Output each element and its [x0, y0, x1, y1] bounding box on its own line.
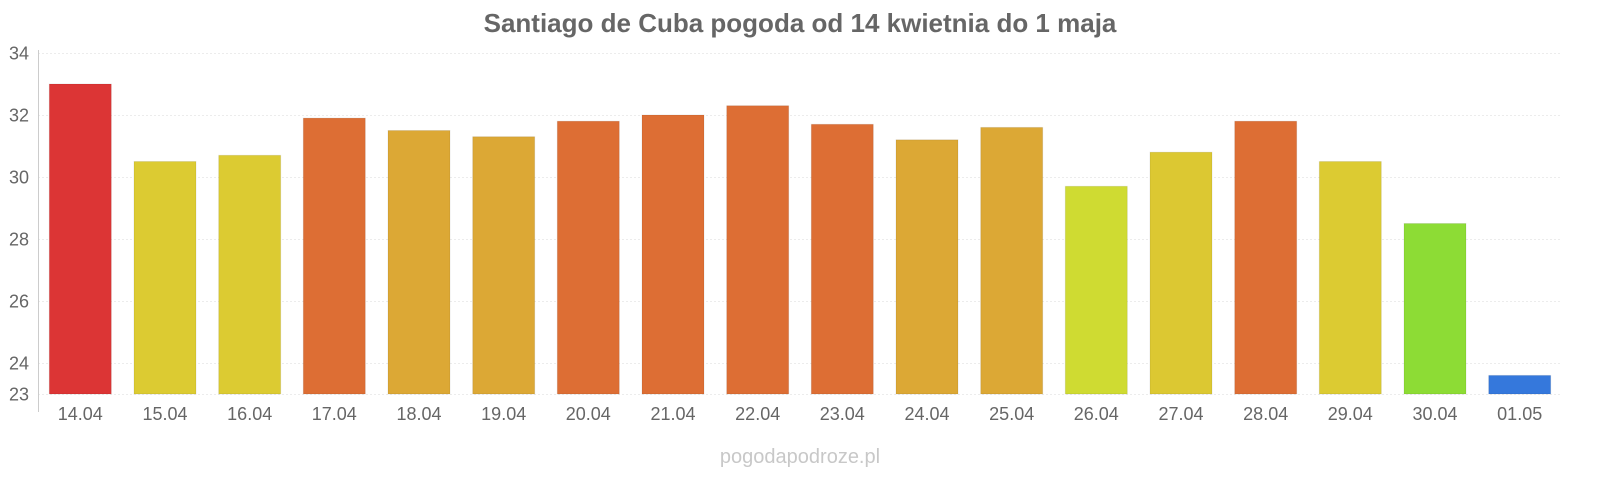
x-tick-label: 14.04: [58, 404, 103, 424]
x-tick-label: 21.04: [650, 404, 695, 424]
x-tick-label: 27.04: [1158, 404, 1203, 424]
bar-24.04: [895, 139, 959, 395]
y-tick-label: 32: [9, 106, 29, 126]
bar-25.04: [980, 126, 1044, 395]
chart-title: Santiago de Cuba pogoda od 14 kwietnia d…: [484, 8, 1117, 38]
y-tick-label: 28: [9, 230, 29, 250]
y-tick-label: 34: [9, 44, 29, 64]
bar-29.04: [1318, 161, 1382, 395]
x-axis-ticks: 14.04 15.04 16.04 17.04 18.04 19.04 20.04 21.04…: [58, 404, 1542, 424]
x-tick-label: 25.04: [989, 404, 1034, 424]
y-tick-label: 23: [9, 385, 29, 405]
x-tick-label: 19.04: [481, 404, 526, 424]
watermark: pogodapodroze.pl: [720, 446, 880, 468]
bar-23.04: [810, 123, 874, 395]
bar-19.04: [472, 136, 536, 395]
x-tick-label: 23.04: [820, 404, 865, 424]
x-tick-label: 15.04: [142, 404, 187, 424]
bar-18.04: [387, 130, 451, 395]
bar-01.05: [1488, 374, 1552, 395]
x-tick-label: 30.04: [1412, 404, 1457, 424]
x-tick-label: 18.04: [396, 404, 441, 424]
bar-15.04: [133, 161, 197, 395]
bar-22.04: [726, 105, 790, 395]
bar-21.04: [641, 114, 705, 395]
bar-30.04: [1403, 223, 1467, 395]
grid-lines: [38, 53, 1562, 395]
bar-17.04: [302, 117, 366, 395]
bar-28.04: [1234, 120, 1298, 395]
x-tick-label: 01.05: [1497, 404, 1542, 424]
bars: [48, 83, 1552, 395]
x-tick-label: 29.04: [1328, 404, 1373, 424]
bar-27.04: [1149, 151, 1213, 395]
y-tick-label: 26: [9, 292, 29, 312]
x-tick-label: 28.04: [1243, 404, 1288, 424]
x-tick-label: 17.04: [312, 404, 357, 424]
x-tick-label: 26.04: [1074, 404, 1119, 424]
x-tick-label: 24.04: [904, 404, 949, 424]
y-tick-label: 30: [9, 168, 29, 188]
x-tick-label: 22.04: [735, 404, 780, 424]
bar-14.04: [48, 83, 112, 395]
bar-26.04: [1064, 185, 1128, 395]
x-tick-label: 20.04: [566, 404, 611, 424]
bar-20.04: [556, 120, 620, 395]
y-axis-ticks: 34 32 30 28 26 24 23: [9, 44, 29, 405]
bar-16.04: [218, 154, 282, 395]
y-tick-label: 24: [9, 354, 29, 374]
x-tick-label: 16.04: [227, 404, 272, 424]
